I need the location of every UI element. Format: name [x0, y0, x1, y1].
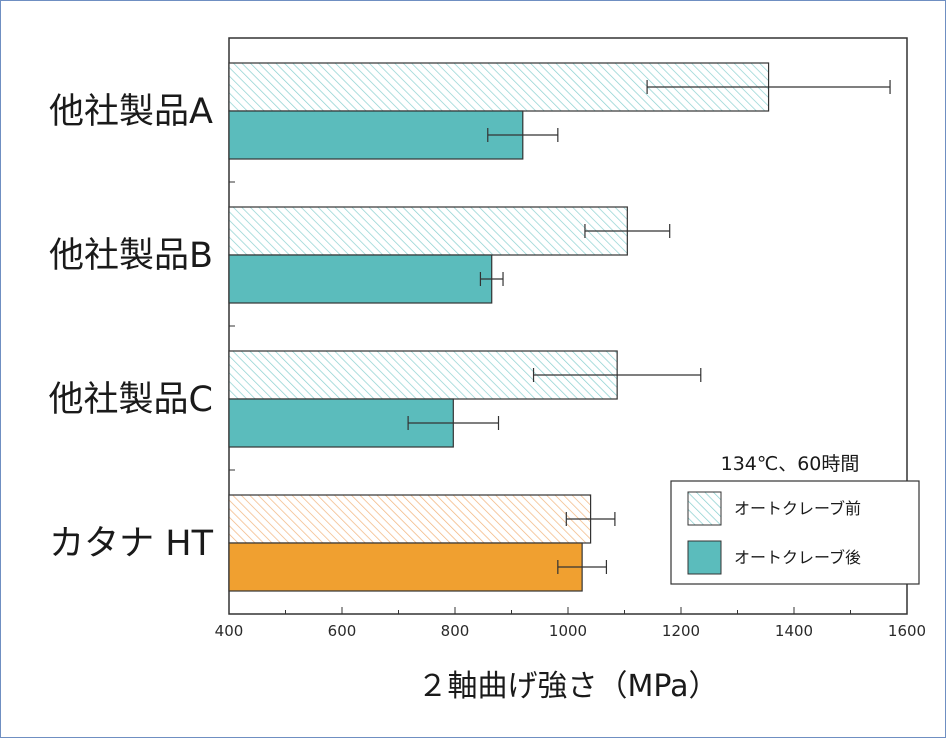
x-axis: 400 600 800 1000 1200 1400 1600	[215, 607, 926, 640]
x-tick-label-5: 1400	[775, 622, 813, 640]
bar-0-1	[228, 110, 524, 160]
x-axis-label: ２軸曲げ強さ（MPa）	[417, 669, 718, 704]
legend-label-after: オートクレーブ後	[734, 548, 861, 567]
category-label-0: 他社製品A	[49, 92, 213, 132]
category-labels: 他社製品A 他社製品B 他社製品C カタナ HT	[49, 92, 214, 564]
legend-swatch-before	[687, 491, 722, 526]
bar-1-1	[228, 254, 493, 304]
bar-3-1	[228, 542, 583, 592]
category-label-1: 他社製品B	[49, 236, 213, 276]
x-tick-label-2: 800	[441, 622, 470, 640]
legend: 134℃、60時間 オートクレーブ前 オートクレーブ後	[670, 453, 920, 585]
category-label-2: 他社製品C	[49, 380, 213, 420]
legend-label-before: オートクレーブ前	[734, 499, 861, 518]
bar-1-0	[228, 206, 628, 256]
legend-title: 134℃、60時間	[721, 453, 860, 475]
x-tick-label-4: 1200	[662, 622, 700, 640]
legend-swatch-after	[687, 540, 722, 575]
bar-3-0	[228, 494, 592, 544]
x-tick-label-0: 400	[215, 622, 244, 640]
bars-group	[228, 62, 891, 592]
y-ticks-group	[229, 181, 235, 471]
category-label-3: カタナ HT	[49, 524, 213, 564]
x-tick-label-1: 600	[328, 622, 357, 640]
x-tick-label-3: 1000	[549, 622, 587, 640]
x-tick-label-6: 1600	[888, 622, 926, 640]
